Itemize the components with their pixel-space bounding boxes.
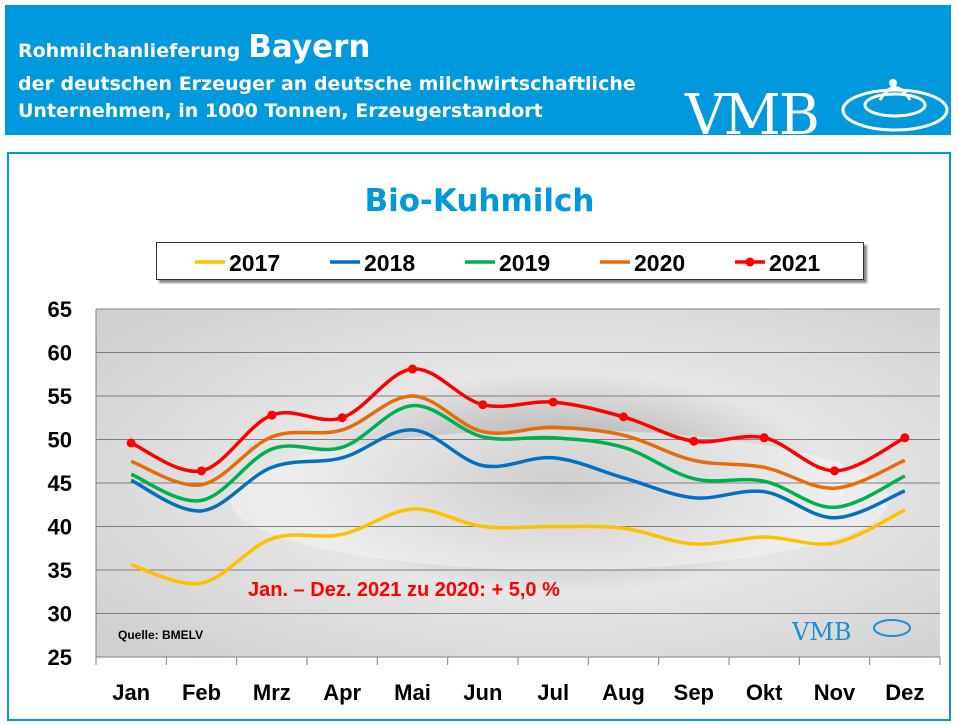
x-tick-label: Apr — [323, 680, 361, 705]
x-tick-label: Aug — [602, 680, 645, 705]
source-label: Quelle: BMELV — [118, 628, 203, 642]
data-point-2021 — [478, 400, 488, 410]
header-banner: Rohmilchanlieferung Bayern der deutschen … — [5, 5, 951, 148]
legend-label-2018: 2018 — [364, 250, 415, 276]
x-tick-label: Dez — [885, 680, 924, 705]
region-name: Bayern — [248, 29, 371, 65]
legend-label-2021: 2021 — [769, 250, 820, 276]
annotation: Jan. – Dez. 2021 zu 2020: + 5,0 % — [248, 579, 560, 601]
x-tick-label: Jan — [112, 680, 150, 705]
y-tick-label: 35 — [48, 558, 72, 583]
series-line-2019 — [130, 403, 906, 510]
header-title: Rohmilchanlieferung Bayern — [18, 29, 371, 65]
data-point-2021 — [126, 438, 136, 448]
data-point-2021 — [408, 364, 417, 374]
x-tick-label: Jun — [463, 680, 502, 705]
series-line-2017 — [130, 507, 906, 586]
data-point-2021 — [900, 433, 910, 443]
vmb-logo: VMB — [685, 83, 820, 148]
legend-label-2019: 2019 — [499, 250, 550, 276]
data-point-2021 — [619, 412, 628, 422]
y-tick-label: 65 — [48, 297, 72, 322]
y-tick-label: 45 — [48, 471, 72, 496]
x-tick-label: Mrz — [253, 680, 291, 705]
x-tick-label: Sep — [674, 680, 714, 705]
data-point-2021 — [689, 436, 699, 446]
watermark-drop-icon — [873, 619, 911, 637]
series-line-2020 — [130, 394, 906, 490]
chart-title: Bio-Kuhmilch — [364, 183, 595, 219]
x-tick-label: Okt — [746, 680, 783, 705]
y-tick-label: 30 — [48, 602, 72, 627]
data-point-2021 — [759, 433, 769, 443]
series-line-2021 — [130, 367, 906, 474]
header-subtitle: der deutschen Erzeuger an deutsche milch… — [18, 73, 636, 122]
legend-marker-2021 — [745, 257, 755, 267]
y-tick-label: 25 — [48, 645, 72, 670]
x-tick-label: Feb — [182, 680, 221, 705]
x-tick-label: Nov — [814, 680, 856, 705]
x-tick-label: Jul — [537, 680, 569, 705]
series-line-2018 — [130, 428, 906, 520]
data-point-2021 — [267, 410, 277, 420]
chart-frame — [7, 152, 951, 721]
y-tick-label: 55 — [48, 384, 72, 409]
milk-drop-logo-icon — [841, 79, 949, 132]
legend-label-2020: 2020 — [634, 250, 685, 276]
x-tick-label: Mai — [394, 680, 431, 705]
watermark-logo: VMB — [791, 618, 852, 646]
data-point-2021 — [548, 397, 558, 407]
data-point-2021 — [197, 466, 206, 476]
data-point-2021 — [337, 413, 347, 423]
legend-label-2017: 2017 — [229, 250, 280, 276]
y-tick-label: 50 — [48, 428, 72, 453]
y-tick-label: 40 — [48, 515, 72, 540]
y-tick-label: 60 — [48, 341, 72, 366]
data-point-2021 — [830, 466, 839, 476]
